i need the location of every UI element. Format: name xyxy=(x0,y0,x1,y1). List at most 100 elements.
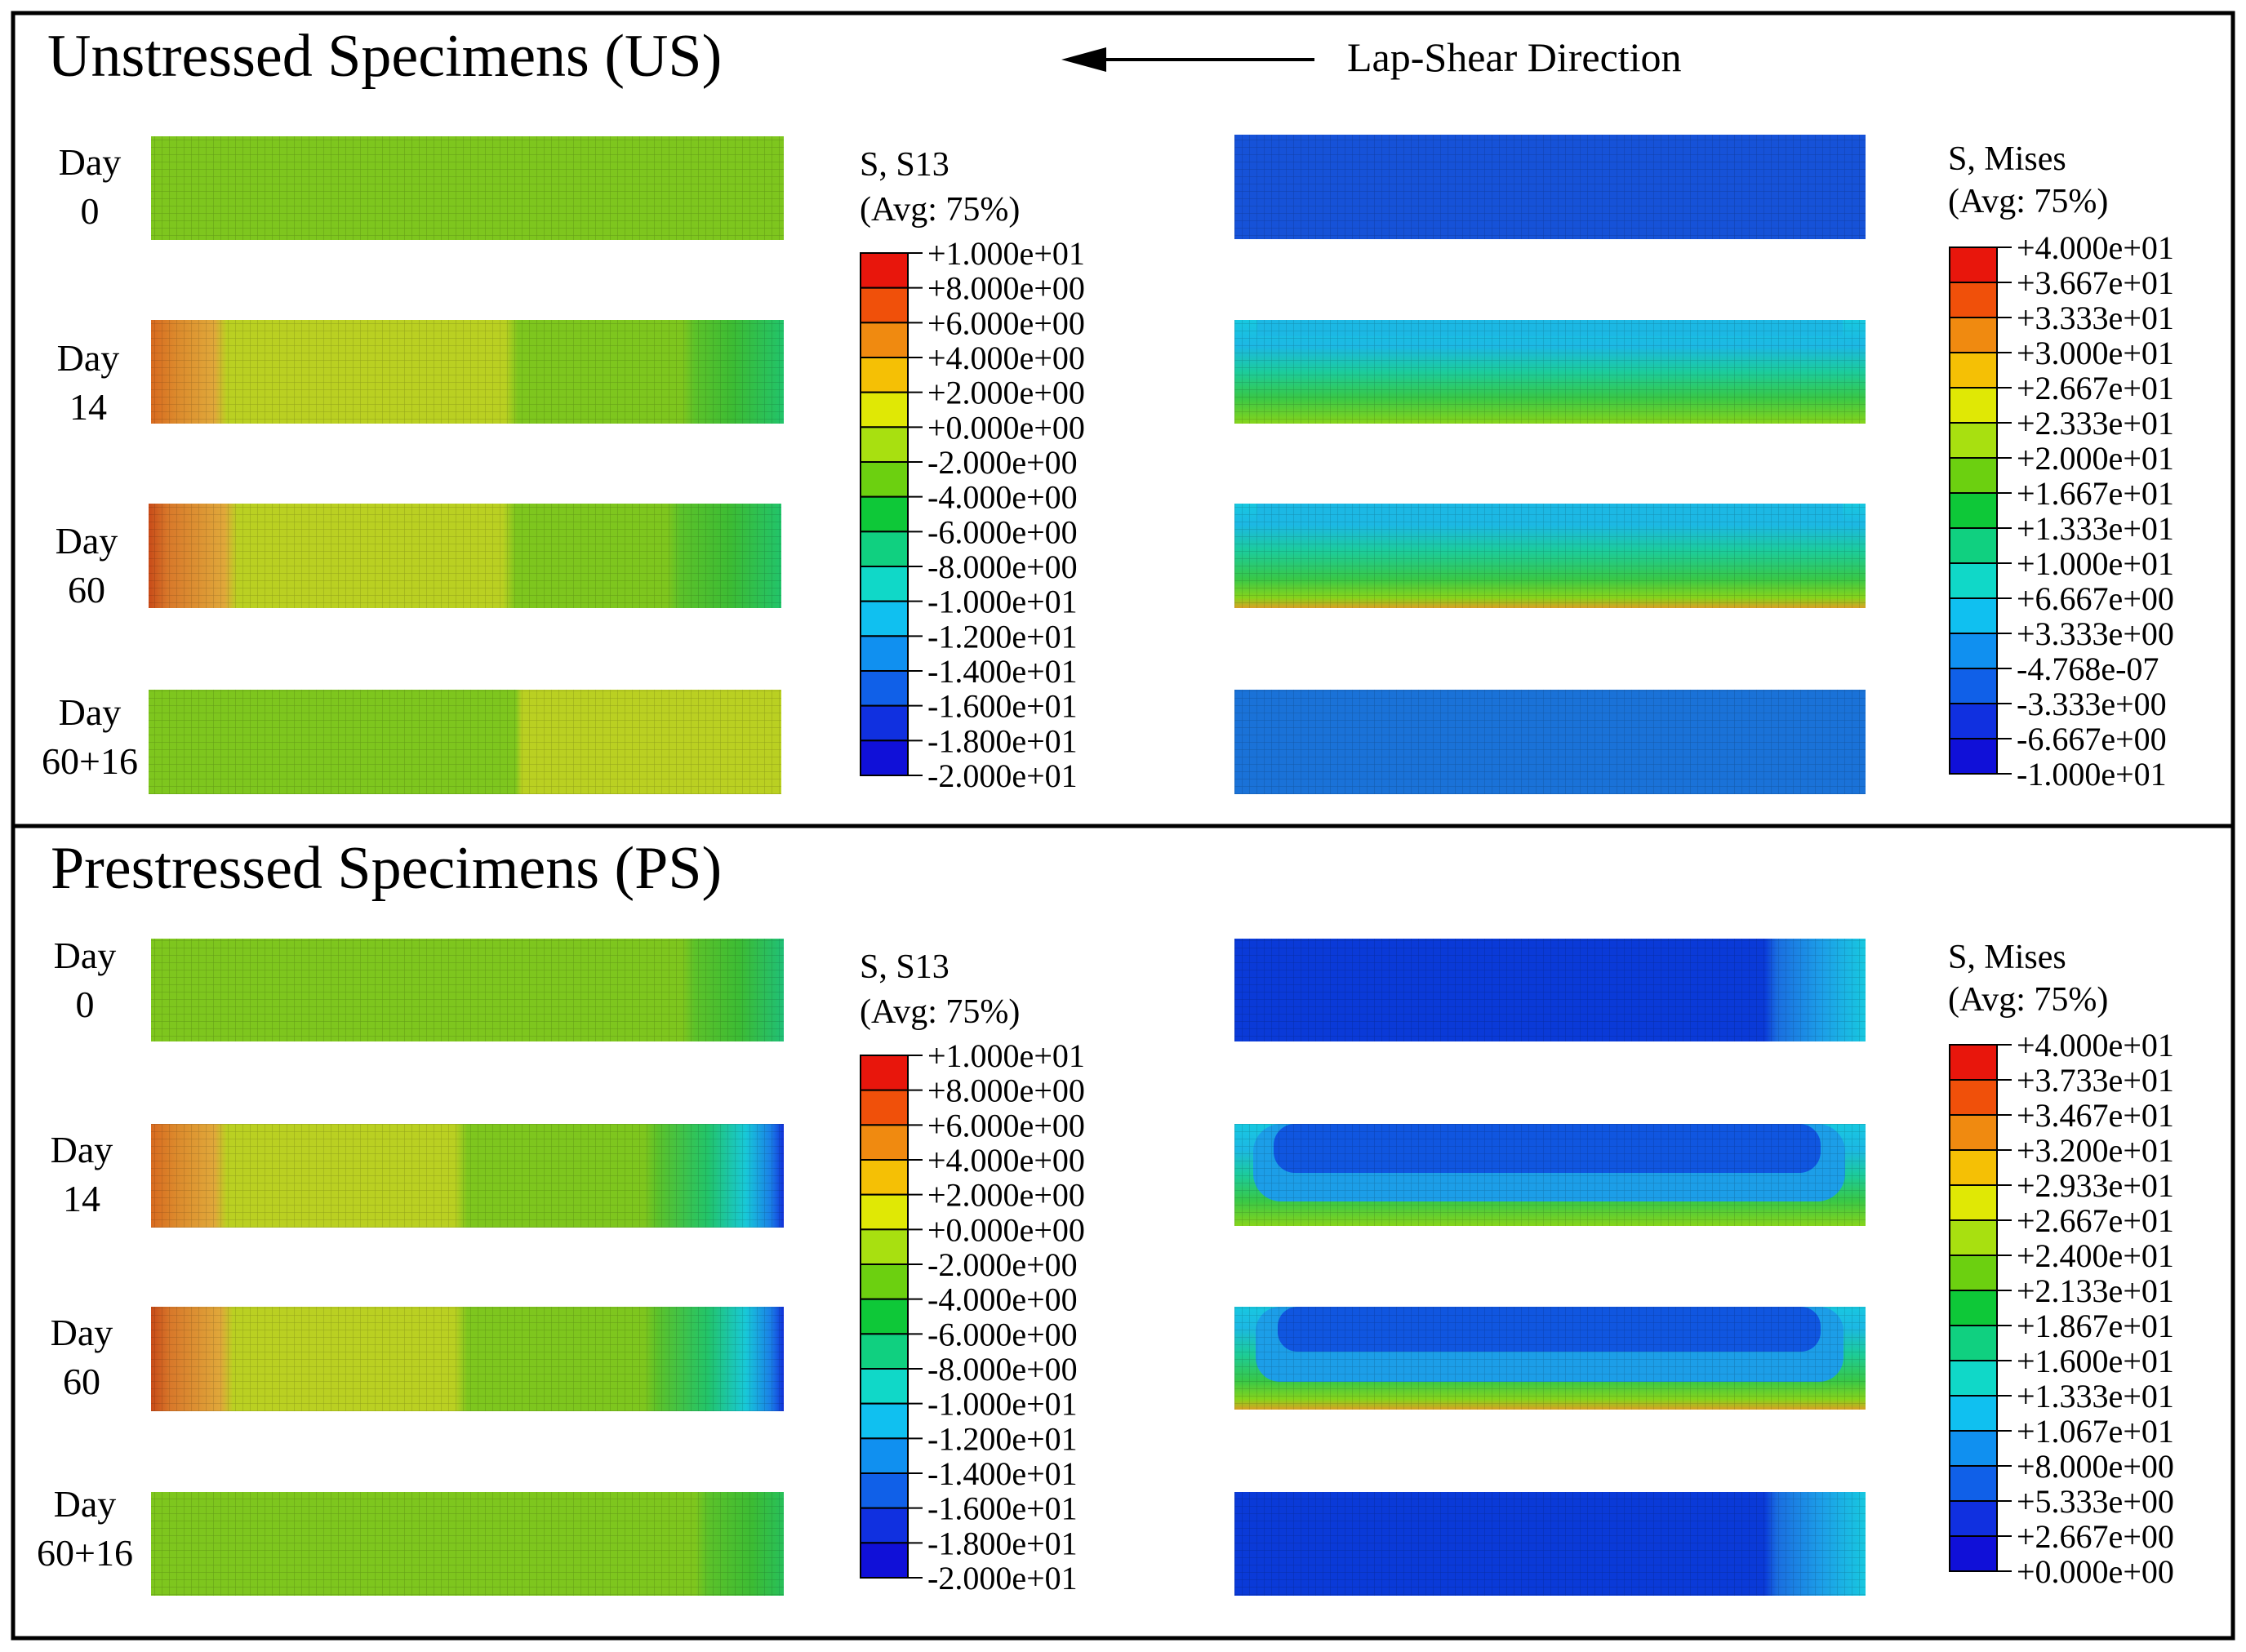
ps-mises-legend-tick-label: +2.667e+01 xyxy=(2017,1202,2174,1239)
ps-section-title: Prestressed Specimens (PS) xyxy=(51,835,722,902)
ps-s13-legend-band xyxy=(860,1263,909,1300)
ps-s13-legend-tick-label: +2.000e+00 xyxy=(927,1177,1085,1214)
us-mises-plot-day60 xyxy=(1234,504,1866,608)
ps-s13-legend-band xyxy=(860,1437,909,1475)
ps-mises-plot-day60 xyxy=(1234,1307,1866,1410)
us-mises-legend-tick-label: -3.333e+00 xyxy=(2017,686,2167,722)
ps-day-label-0-line2: 0 xyxy=(76,984,95,1025)
ps-s13-legend-tick-label: -1.000e+01 xyxy=(927,1386,1078,1423)
ps-mises-legend-tick-label: +1.600e+01 xyxy=(2017,1343,2174,1379)
ps-mises-legend-subtitle: (Avg: 75%) xyxy=(1948,981,2108,1019)
ps-s13-plot-day0 xyxy=(151,939,784,1041)
us-mises-legend-band xyxy=(1949,738,1998,775)
ps-day-label-1-line2: 14 xyxy=(63,1178,100,1219)
ps-mises-legend-tick-label: +1.067e+01 xyxy=(2017,1413,2174,1450)
us-s13-legend-band xyxy=(860,495,909,533)
ps-s13-legend-tick-label: +4.000e+00 xyxy=(927,1142,1085,1179)
us-s13-plot-day14 xyxy=(151,320,784,424)
us-s13-legend-subtitle: (Avg: 75%) xyxy=(860,191,1020,229)
ps-mises-legend-band xyxy=(1949,1395,1998,1432)
ps-mises-legend-tick-label: +3.200e+01 xyxy=(2017,1132,2174,1169)
ps-mises-legend-tick-label: +2.133e+01 xyxy=(2017,1272,2174,1309)
ps-s13-plot-day14 xyxy=(151,1124,784,1228)
us-mises-legend-band xyxy=(1949,633,1998,669)
us-mises-legend-tick-label: +3.000e+01 xyxy=(2017,335,2174,371)
ps-day-label-2-line1: Day xyxy=(51,1312,113,1353)
ps-mises-legend-band xyxy=(1949,1079,1998,1116)
us-mises-legend-tick-label: -1.000e+01 xyxy=(2017,756,2167,793)
us-s13-legend: +1.000e+01+8.000e+00+6.000e+00+4.000e+00… xyxy=(860,235,1085,794)
ps-day-label-3-line1: Day xyxy=(54,1483,117,1525)
ps-s13-plots xyxy=(151,939,784,1596)
us-s13-legend-band xyxy=(860,252,909,289)
ps-s13-legend-band xyxy=(860,1124,909,1161)
ps-s13-legend-band xyxy=(860,1542,909,1579)
ps-section-frame xyxy=(11,824,2235,1641)
ps-day-label-2-line2: 60 xyxy=(63,1361,100,1402)
ps-s13-legend-band xyxy=(860,1333,909,1370)
ps-mises-legend-tick-label: +4.000e+01 xyxy=(2017,1027,2174,1064)
ps-mises-legend-tick-label: +1.333e+01 xyxy=(2017,1378,2174,1414)
ps-mises-legend-band xyxy=(1949,1325,1998,1361)
us-s13-legend-tick-label: -1.200e+01 xyxy=(927,618,1078,655)
us-mises-legend-band xyxy=(1949,457,1998,494)
us-s13-legend-band xyxy=(860,739,909,776)
ps-s13-legend-band xyxy=(860,1507,909,1544)
ps-s13-legend-band xyxy=(860,1089,909,1126)
ps-s13-legend-tick-label: +6.000e+00 xyxy=(927,1107,1085,1144)
us-mises-legend-band xyxy=(1949,562,1998,599)
us-mises-legend-band xyxy=(1949,422,1998,459)
ps-s13-plot-day60-16 xyxy=(151,1492,784,1596)
us-mises-legend: +4.000e+01+3.667e+01+3.333e+01+3.000e+01… xyxy=(1949,229,2174,793)
us-mises-legend-tick-label: +3.667e+01 xyxy=(2017,264,2174,301)
ps-mises-legend-band xyxy=(1949,1255,1998,1291)
ps-s13-legend: +1.000e+01+8.000e+00+6.000e+00+4.000e+00… xyxy=(860,1037,1085,1596)
ps-s13-legend-tick-label: -1.800e+01 xyxy=(927,1525,1078,1561)
ps-mises-legend-band xyxy=(1949,1114,1998,1151)
ps-mises-plot-day60-16 xyxy=(1234,1492,1866,1596)
us-day-label-2-line2: 60 xyxy=(68,569,105,611)
ps-s13-legend-tick-label: -1.600e+01 xyxy=(927,1490,1078,1527)
ps-s13-legend-tick-label: -1.400e+01 xyxy=(927,1455,1078,1492)
us-s13-legend-tick-label: +6.000e+00 xyxy=(927,304,1085,341)
us-s13-legend-tick-label: +0.000e+00 xyxy=(927,409,1085,446)
us-s13-legend-tick-label: +8.000e+00 xyxy=(927,270,1085,307)
lap-shear-label: Lap-Shear Direction xyxy=(1347,34,1682,80)
ps-mises-plot-day14 xyxy=(1234,1124,1866,1226)
ps-s13-legend-tick-label: +0.000e+00 xyxy=(927,1211,1085,1248)
ps-mises-legend-tick-label: +2.667e+00 xyxy=(2017,1518,2174,1555)
ps-s13-legend-band xyxy=(860,1055,909,1091)
us-mises-plot-day0 xyxy=(1234,135,1866,239)
us-s13-legend-tick-label: -4.000e+00 xyxy=(927,479,1078,516)
ps-day-label-3-line2: 60+16 xyxy=(37,1532,133,1574)
us-mises-legend-band xyxy=(1949,668,1998,704)
us-mises-legend-band xyxy=(1949,703,1998,739)
us-s13-legend-band xyxy=(860,670,909,707)
ps-s13-legend-tick-label: +1.000e+01 xyxy=(927,1037,1085,1074)
ps-s13-legend-tick-label: -8.000e+00 xyxy=(927,1351,1078,1388)
us-s13-plot-day60-16 xyxy=(149,690,781,794)
us-mises-legend-band xyxy=(1949,246,1998,283)
us-s13-legend-band xyxy=(860,600,909,637)
us-day-label-1-line1: Day xyxy=(57,337,120,379)
us-mises-legend-tick-label: +1.000e+01 xyxy=(2017,545,2174,582)
us-day-label-2-line1: Day xyxy=(56,520,118,562)
us-s13-legend-tick-label: -2.000e+01 xyxy=(927,757,1078,794)
ps-mises-legend-band xyxy=(1949,1219,1998,1256)
us-s13-legend-tick-label: +1.000e+01 xyxy=(927,235,1085,272)
ps-mises-legend-tick-label: +3.733e+01 xyxy=(2017,1062,2174,1099)
us-day-label-0-line2: 0 xyxy=(81,190,100,232)
us-mises-legend-tick-label: +2.667e+01 xyxy=(2017,370,2174,406)
us-s13-legend-title: S, S13 xyxy=(860,146,950,184)
us-mises-legend-band xyxy=(1949,527,1998,564)
us-mises-legend-tick-label: +2.000e+01 xyxy=(2017,440,2174,477)
us-mises-legend-tick-label: +4.000e+01 xyxy=(2017,229,2174,266)
us-mises-legend-band xyxy=(1949,352,1998,389)
ps-mises-plot-day0 xyxy=(1234,939,1866,1041)
us-s13-legend-tick-label: -1.000e+01 xyxy=(927,584,1078,620)
us-s13-legend-tick-label: -1.400e+01 xyxy=(927,653,1078,690)
ps-mises-legend-band xyxy=(1949,1044,1998,1081)
us-s13-legend-band xyxy=(860,704,909,742)
us-mises-legend-tick-label: -4.768e-07 xyxy=(2017,651,2159,687)
